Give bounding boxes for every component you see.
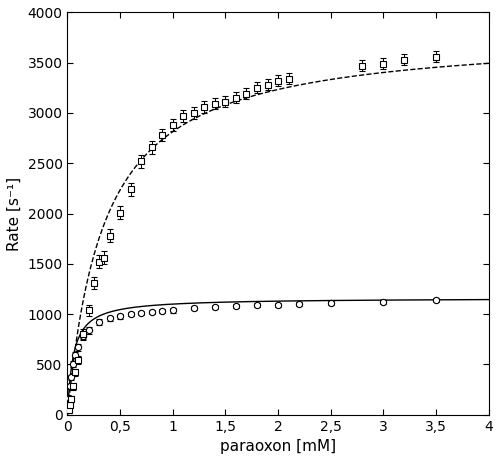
X-axis label: paraoxon [mM]: paraoxon [mM] (220, 439, 336, 454)
Y-axis label: Rate [s⁻¹]: Rate [s⁻¹] (7, 177, 22, 251)
